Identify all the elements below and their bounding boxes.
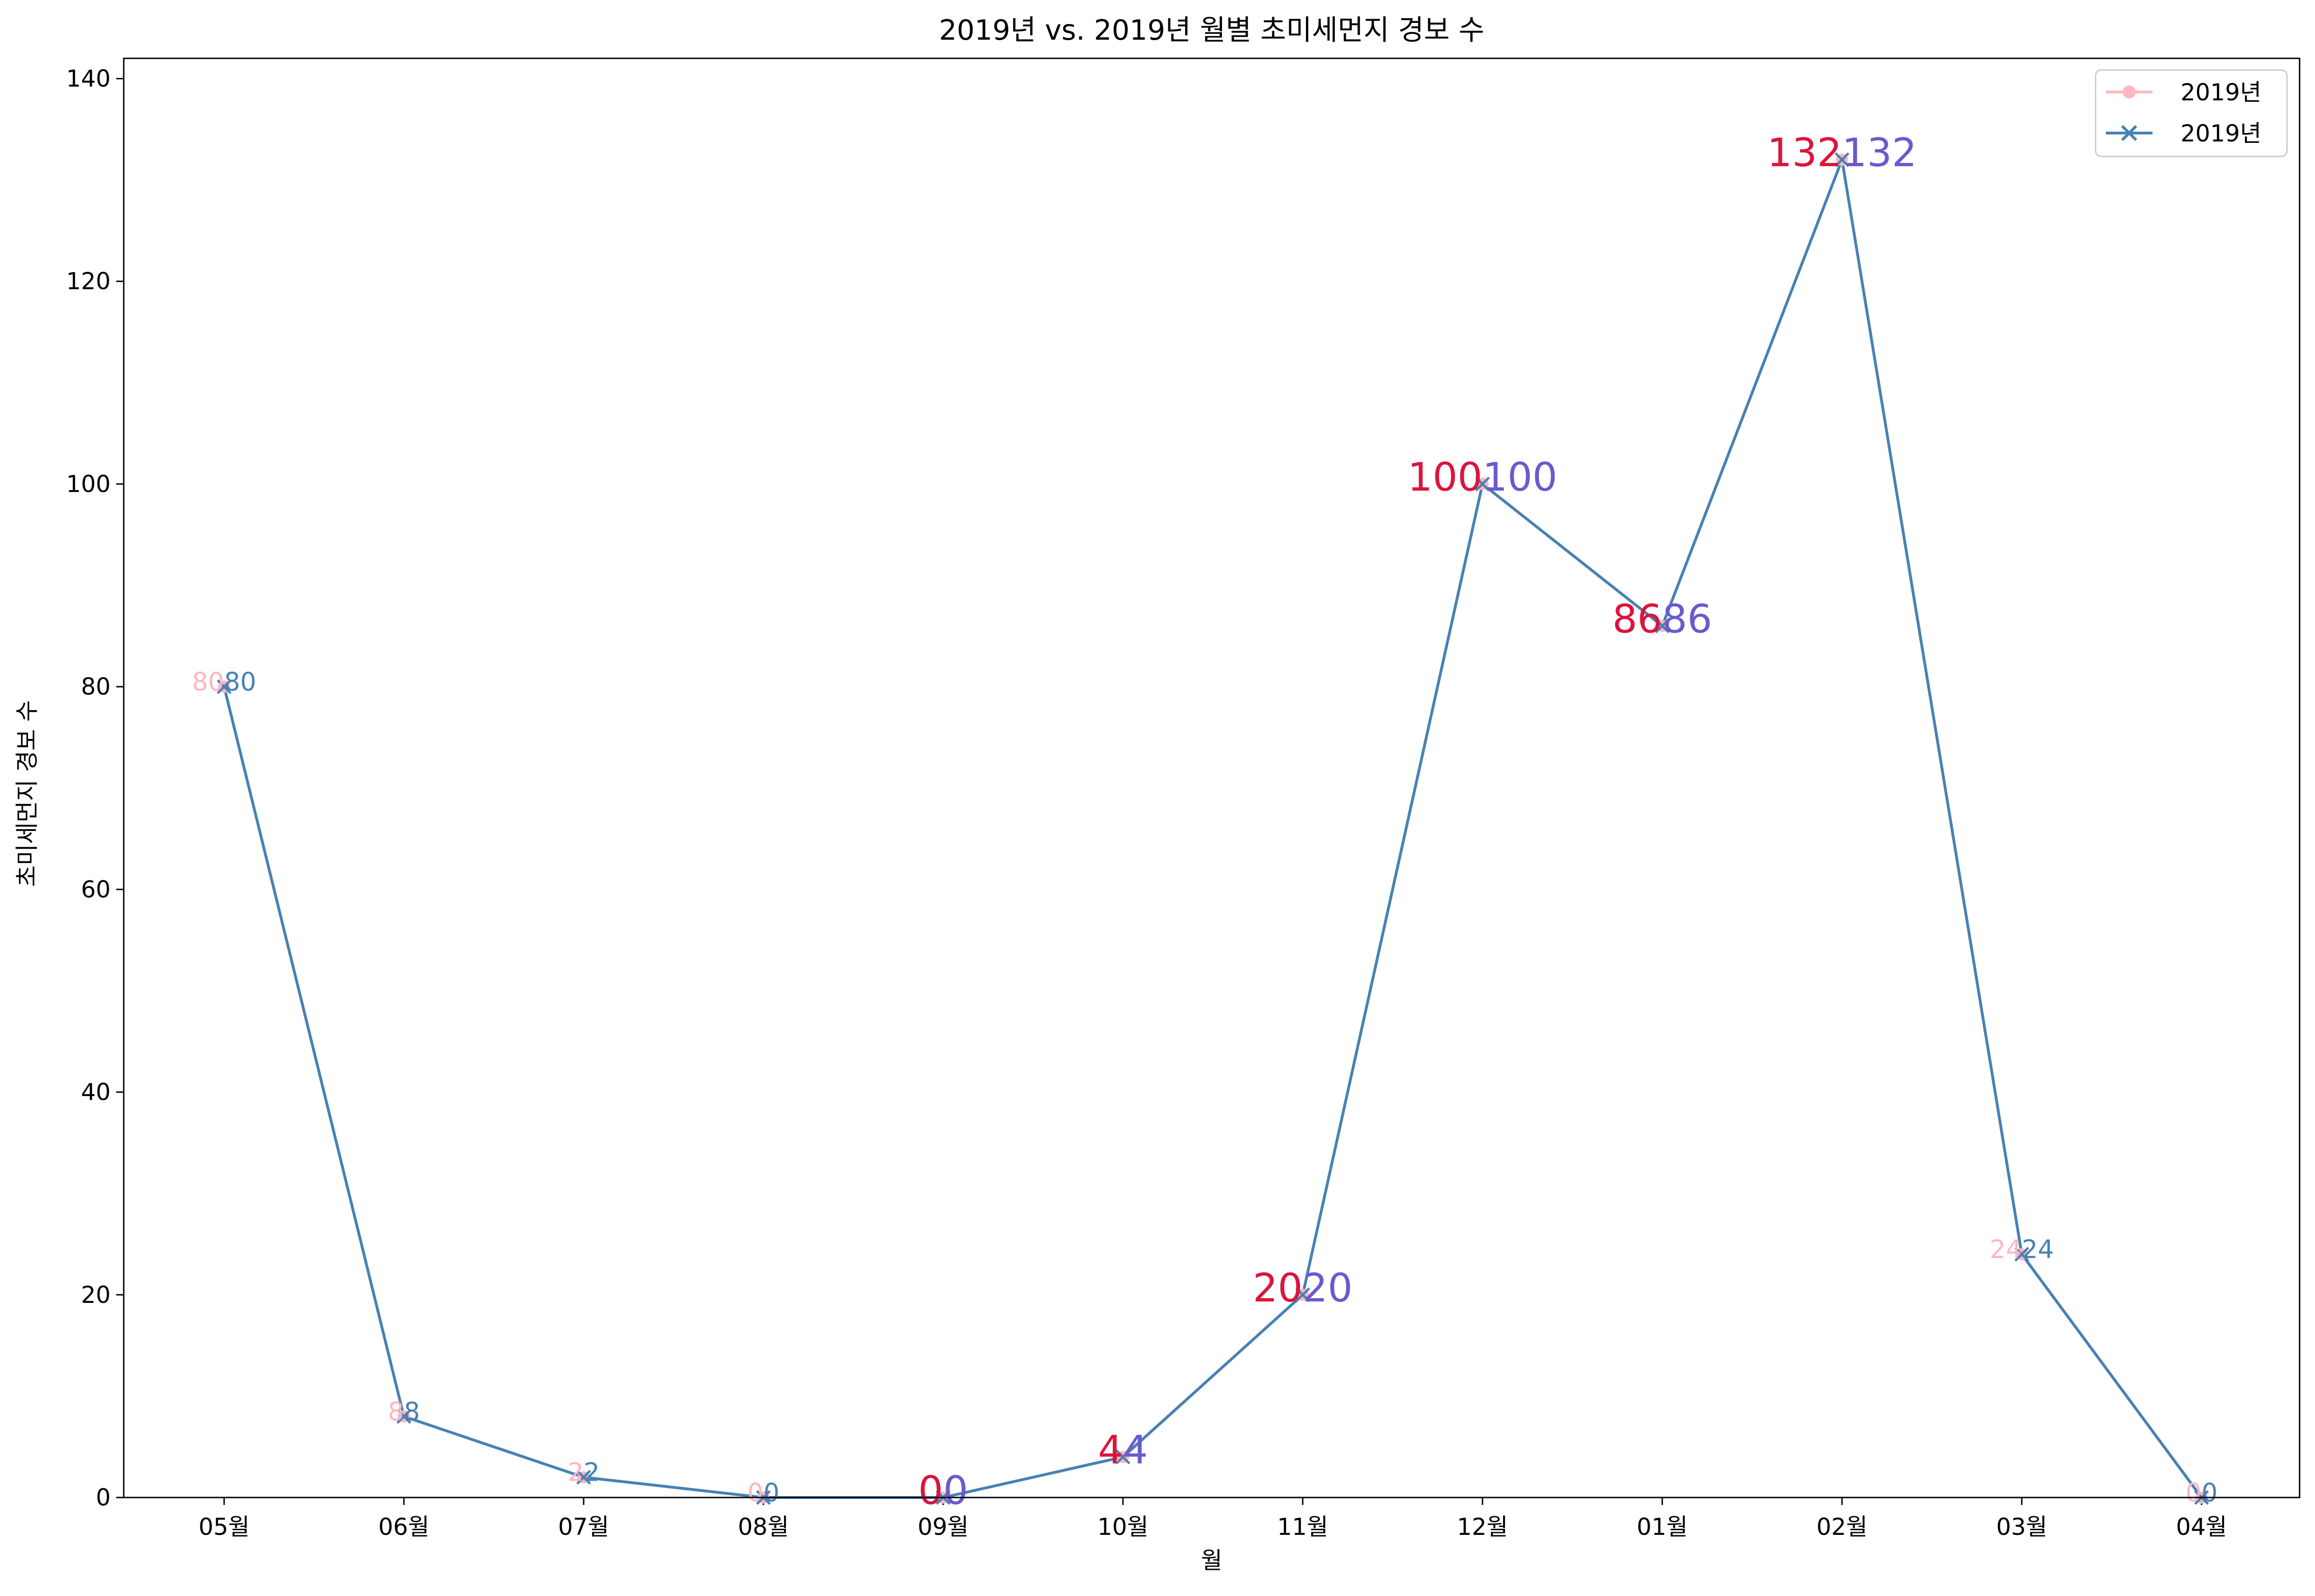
data-label-series-1: 0 [918, 1468, 943, 1513]
series-2-point [396, 1409, 411, 1424]
series-lines [223, 158, 2203, 1499]
series-2-point [576, 1469, 591, 1485]
y-tick-label: 60 [81, 876, 111, 903]
y-tick-label: 140 [66, 65, 111, 92]
data-label-series-1: 24 [1990, 1235, 2022, 1264]
data-label-series-2: 8 [404, 1397, 420, 1426]
data-label-series-1: 0 [748, 1478, 763, 1507]
data-label-series-2: 100 [1482, 454, 1557, 500]
data-label-series-1: 0 [2186, 1478, 2202, 1507]
x-tick-label: 08월 [738, 1513, 789, 1540]
data-label-series-2: 86 [1662, 596, 1712, 642]
x-tick-label: 04월 [2176, 1513, 2227, 1540]
data-label-series-1: 132 [1767, 130, 1842, 176]
series-markers [217, 152, 2209, 1505]
data-label-series-2: 24 [2022, 1235, 2054, 1264]
plot-area-frame [123, 57, 2301, 1498]
data-label-series-2: 20 [1303, 1265, 1353, 1311]
legend-marker-series-2 [2121, 125, 2138, 141]
series-2-point [217, 679, 232, 694]
axis-ticks: 05월 06월 07월 08월 09월 10월 11월 12월 01월 02월 03월 04월0204… [66, 65, 2227, 1540]
data-label-series-2: 0 [763, 1478, 779, 1507]
x-tick-label: 03월 [1996, 1513, 2047, 1540]
y-tick-label: 80 [81, 673, 111, 700]
data-label-series-1: 4 [1098, 1427, 1123, 1473]
data-label-series-1: 86 [1612, 596, 1662, 642]
y-axis-label: 초미세먼지 경보 수 [14, 700, 41, 887]
x-tick-label: 06월 [378, 1513, 430, 1540]
legend-label-series-1: 2019년 [2181, 79, 2261, 106]
legend-label-series-2: 2019년 [2181, 120, 2261, 147]
series-2-line [223, 158, 2203, 1499]
y-tick-label: 40 [81, 1079, 111, 1106]
x-tick-label: 10월 [1097, 1513, 1149, 1540]
legend-marker-series-1 [2123, 85, 2136, 98]
y-tick-label: 100 [66, 471, 111, 498]
x-tick-label: 12월 [1457, 1513, 1508, 1540]
data-label-series-1: 2 [568, 1458, 584, 1487]
data-label-series-2: 132 [1842, 130, 1917, 176]
chart-title: 2019년 vs. 2019년 월별 초미세먼지 경보 수 [939, 14, 1484, 47]
x-tick-label: 11월 [1277, 1513, 1328, 1540]
data-label-series-1: 20 [1253, 1265, 1303, 1311]
data-label-series-2: 0 [943, 1468, 968, 1513]
data-label-series-2: 0 [2202, 1478, 2217, 1507]
series-2-point [1295, 1287, 1310, 1302]
series-2-point [1115, 1449, 1130, 1464]
series-2-point [1475, 477, 1490, 492]
y-tick-label: 20 [81, 1281, 111, 1308]
data-label-series-1: 80 [192, 667, 224, 696]
legend: 2019년 2019년 [2095, 69, 2288, 157]
x-tick-label: 01월 [1637, 1513, 1688, 1540]
x-tick-label: 05월 [198, 1513, 250, 1540]
data-label-series-2: 4 [1123, 1427, 1148, 1473]
x-tick-label: 02월 [1816, 1513, 1868, 1540]
series-2-point [1655, 619, 1670, 633]
data-label-series-2: 2 [584, 1458, 600, 1487]
x-tick-label: 09월 [918, 1513, 969, 1540]
data-label-series-1: 8 [388, 1397, 404, 1426]
x-axis-label: 월 [1201, 1547, 1222, 1574]
x-tick-label: 07월 [558, 1513, 609, 1540]
series-2-point [2014, 1247, 2029, 1262]
y-tick-label: 0 [96, 1484, 111, 1511]
data-label-series-1: 100 [1408, 454, 1482, 500]
data-label-series-2: 80 [224, 667, 256, 696]
series-2-point [1835, 152, 1849, 167]
y-tick-label: 120 [66, 268, 111, 295]
